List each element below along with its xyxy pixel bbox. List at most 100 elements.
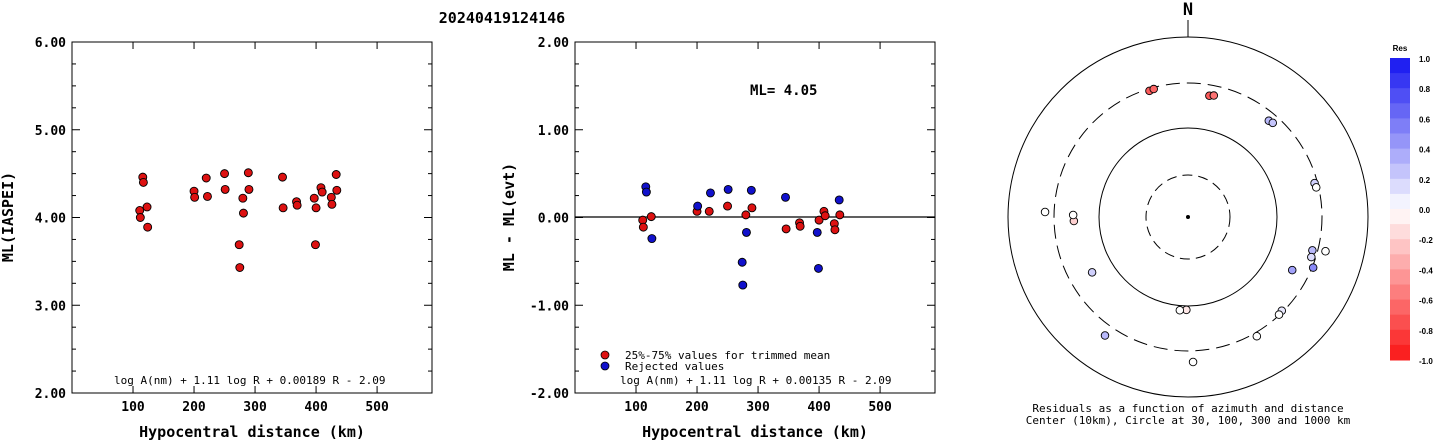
colorbar-cell: [1390, 329, 1410, 346]
y-tick-label: 1.00: [538, 124, 569, 139]
station-residual-point: [1087, 268, 1097, 277]
colorbar-cell: [1390, 239, 1410, 255]
ml-annotation: ML= 4.05: [750, 83, 817, 99]
ring-30km: [1145, 174, 1231, 260]
station-residual-point: [1149, 84, 1158, 94]
red-data-point: [781, 224, 791, 234]
station-residual-point: [1274, 310, 1284, 319]
x-tick-label: 300: [243, 400, 267, 415]
colorbar-label: -0.2: [1419, 236, 1433, 245]
red-data-point: [317, 187, 327, 197]
ring-300km: [1053, 82, 1323, 352]
x-tick-label: 100: [121, 400, 145, 415]
red-data-point: [638, 222, 648, 232]
red-data-point: [741, 210, 751, 220]
colorbar-cell: [1390, 148, 1410, 165]
red-data-point: [220, 169, 229, 179]
x-tick-label: 500: [365, 400, 389, 415]
x-tick-label: 400: [807, 400, 831, 415]
station-residual-point: [1287, 265, 1297, 275]
ring-1000km: [1007, 36, 1369, 398]
colorbar-cell: [1390, 254, 1410, 270]
blue-data-point: [706, 188, 715, 198]
station-residual-point: [1311, 183, 1321, 192]
y-tick-label: 5.00: [35, 124, 66, 139]
middle-y-axis-label: ML - ML(evt): [500, 163, 518, 271]
station-residual-point: [1252, 331, 1262, 341]
red-data-point: [327, 199, 337, 209]
colorbar-cell: [1390, 344, 1410, 361]
blue-data-point: [834, 195, 844, 205]
colorbar-cell: [1390, 178, 1410, 195]
x-tick-label: 200: [182, 400, 206, 415]
red-data-point: [238, 193, 248, 203]
colorbar-cell: [1390, 269, 1410, 285]
colorbar-cell: [1390, 284, 1410, 301]
colorbar-label: 0.8: [1419, 85, 1431, 94]
magnitude-vs-distance-chart: 100 200 300 400 500 2.00 3.00 4.00 5.00 6.00 Hypo…: [0, 36, 433, 441]
station-residual-point: [1040, 207, 1050, 217]
middle-x-axis-label: Hypocentral distance (km): [642, 423, 868, 441]
red-data-point: [835, 210, 845, 220]
left-points-group: [135, 168, 342, 272]
red-data-point: [309, 193, 319, 203]
x-tick-label: 300: [746, 400, 770, 415]
middle-formula: log A(nm) + 1.11 log R + 0.00135 R - 2.0…: [620, 374, 892, 387]
colorbar-label: -0.6: [1419, 297, 1433, 306]
colorbar-label: -1.0: [1419, 357, 1433, 366]
colorbar-cells: [1390, 58, 1410, 361]
red-data-point: [201, 173, 211, 183]
legend: 25%-75% values for trimmed mean Rejected…: [600, 349, 830, 373]
colorbar-cell: [1390, 133, 1410, 150]
legend-label-rejected: Rejected values: [625, 360, 724, 373]
blue-data-point: [647, 234, 657, 244]
left-formula: log A(nm) + 1.11 log R + 0.00189 R - 2.0…: [114, 374, 386, 387]
station-residual-point: [1209, 91, 1219, 100]
red-data-point: [239, 208, 248, 218]
polar-points-group: [1040, 84, 1330, 367]
x-tick-label: 400: [304, 400, 328, 415]
y-tick-label: 2.00: [35, 387, 66, 402]
station-residual-point: [1175, 306, 1185, 315]
colorbar-title: Res: [1393, 44, 1408, 53]
red-data-point: [234, 240, 244, 250]
colorbar-label: 1.0: [1419, 55, 1431, 64]
north-label: N: [1183, 0, 1193, 20]
red-data-point: [723, 201, 732, 211]
red-data-point: [220, 184, 230, 194]
colorbar-cell: [1390, 88, 1410, 104]
colorbar-label: -0.4: [1419, 266, 1433, 275]
x-tick-label: 500: [868, 400, 892, 415]
colorbar-cell: [1390, 193, 1410, 210]
blue-data-point: [746, 185, 756, 195]
middle-tick-group: 100 200 300 400 500 -2.00 -1.00 0.00 1.00 2.00: [530, 36, 935, 415]
red-data-point: [135, 213, 145, 222]
x-tick-label: 100: [624, 400, 648, 415]
red-data-point: [235, 263, 245, 272]
red-data-point: [142, 202, 152, 212]
blue-data-point: [814, 263, 823, 273]
polar-caption-line2: Center (10km), Circle at 30, 100, 300 an…: [1026, 414, 1351, 427]
blue-data-point: [742, 227, 751, 237]
blue-data-point: [737, 257, 747, 267]
red-data-point: [143, 222, 153, 232]
station-residual-point: [1100, 331, 1110, 340]
x-tick-label: 200: [685, 400, 709, 415]
y-tick-label: 0.00: [538, 212, 569, 227]
colorbar-cell: [1390, 73, 1410, 89]
epicenter-dot: [1186, 215, 1190, 219]
red-data-point: [138, 177, 148, 187]
left-y-axis-label: ML(IASPEI): [0, 172, 17, 262]
y-tick-label: -1.00: [530, 299, 569, 314]
station-residual-point: [1321, 247, 1330, 256]
red-data-point: [795, 221, 805, 231]
station-residual-point: [1068, 210, 1078, 220]
colorbar-cell: [1390, 224, 1410, 240]
colorbar-label: -0.8: [1419, 327, 1433, 336]
red-data-point: [331, 170, 341, 179]
y-tick-label: 6.00: [35, 36, 66, 51]
left-tick-group: 100 200 300 400 500 2.00 3.00 4.00 5.00 6.00: [35, 36, 432, 415]
colorbar-cell: [1390, 314, 1410, 331]
station-residual-point: [1188, 357, 1198, 367]
